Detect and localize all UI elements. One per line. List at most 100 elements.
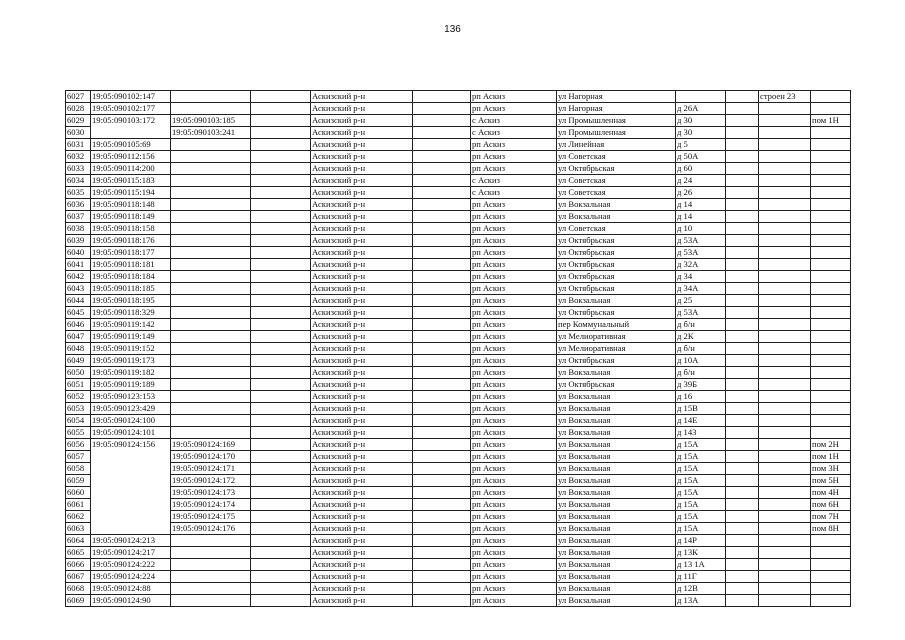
- region-cell: Аскизский р-н: [310, 258, 413, 271]
- empty-cell: [250, 426, 311, 439]
- settlement-cell: рп Аскиз: [470, 570, 557, 583]
- region-cell: Аскизский р-н: [310, 126, 413, 139]
- row-number-cell: 6039: [65, 234, 91, 247]
- settlement-cell: рп Аскиз: [470, 198, 557, 211]
- related-cadastral-number-cell: [170, 258, 251, 271]
- related-cadastral-number-cell: [170, 198, 251, 211]
- empty-cell: [250, 558, 311, 571]
- row-number-cell: 6062: [65, 510, 91, 523]
- region-cell: Аскизский р-н: [310, 294, 413, 307]
- cadastral-number-cell: 19:05:090102:147: [90, 90, 171, 103]
- building-cell: [758, 318, 811, 331]
- row-number-cell: 6043: [65, 282, 91, 295]
- related-cadastral-number-cell: [170, 342, 251, 355]
- building-cell: [758, 510, 811, 523]
- related-cadastral-number-cell: [170, 246, 251, 259]
- building-cell: [758, 138, 811, 151]
- row-number-cell: 6044: [65, 294, 91, 307]
- related-cadastral-number-cell: [170, 426, 251, 439]
- room-cell: [810, 234, 851, 247]
- empty-cell: [725, 522, 759, 535]
- room-cell: [810, 258, 851, 271]
- empty-cell: [250, 294, 311, 307]
- row-number-cell: 6067: [65, 570, 91, 583]
- empty-cell: [412, 90, 471, 103]
- related-cadastral-number-cell: [170, 138, 251, 151]
- house-cell: д б/н: [675, 342, 726, 355]
- empty-cell: [250, 270, 311, 283]
- related-cadastral-number-cell: [170, 594, 251, 607]
- street-cell: ул Промышленная: [556, 114, 676, 127]
- row-number-cell: 6027: [65, 90, 91, 103]
- row-number-cell: 6063: [65, 522, 91, 535]
- empty-cell: [725, 366, 759, 379]
- row-number-cell: 6038: [65, 222, 91, 235]
- cadastral-number-cell: 19:05:090119:142: [90, 318, 171, 331]
- cadastral-number-cell: 19:05:090118:158: [90, 222, 171, 235]
- property-table: 6027 19:05:090102:147 Аскизский р-н рп Аски…: [65, 90, 851, 607]
- empty-cell: [412, 546, 471, 559]
- settlement-cell: рп Аскиз: [470, 498, 557, 511]
- empty-cell: [725, 414, 759, 427]
- empty-cell: [412, 486, 471, 499]
- building-cell: [758, 162, 811, 175]
- house-cell: д 60: [675, 162, 726, 175]
- building-cell: [758, 174, 811, 187]
- room-cell: [810, 426, 851, 439]
- empty-cell: [725, 474, 759, 487]
- house-cell: д 30: [675, 126, 726, 139]
- house-cell: д 15А: [675, 438, 726, 451]
- related-cadastral-number-cell: [170, 294, 251, 307]
- related-cadastral-number-cell: [170, 402, 251, 415]
- empty-cell: [725, 198, 759, 211]
- cadastral-number-cell: 19:05:090124:213: [90, 534, 171, 547]
- house-cell: д б/н: [675, 318, 726, 331]
- settlement-cell: рп Аскиз: [470, 486, 557, 499]
- empty-cell: [250, 366, 311, 379]
- room-cell: пом 5Н: [810, 474, 851, 487]
- house-cell: д 10: [675, 222, 726, 235]
- empty-cell: [412, 246, 471, 259]
- empty-cell: [250, 306, 311, 319]
- building-cell: [758, 294, 811, 307]
- house-cell: д 53А: [675, 246, 726, 259]
- empty-cell: [725, 222, 759, 235]
- room-cell: [810, 186, 851, 199]
- building-cell: строен 23: [758, 90, 811, 103]
- related-cadastral-number-cell: [170, 90, 251, 103]
- row-number-cell: 6045: [65, 306, 91, 319]
- empty-cell: [250, 534, 311, 547]
- related-cadastral-number-cell: [170, 414, 251, 427]
- table-row: 6063 19:05:090124:176 Аскизский р-н рп Аски…: [65, 522, 851, 535]
- empty-cell: [412, 402, 471, 415]
- room-cell: пом 4Н: [810, 486, 851, 499]
- row-number-cell: 6069: [65, 594, 91, 607]
- region-cell: Аскизский р-н: [310, 210, 413, 223]
- region-cell: Аскизский р-н: [310, 486, 413, 499]
- building-cell: [758, 570, 811, 583]
- table-row: 6043 19:05:090118:185 Аскизский р-н рп Аски…: [65, 282, 851, 295]
- building-cell: [758, 474, 811, 487]
- settlement-cell: с Аскиз: [470, 126, 557, 139]
- room-cell: [810, 174, 851, 187]
- related-cadastral-number-cell: 19:05:090124:174: [170, 498, 251, 511]
- table-row: 6051 19:05:090119:189 Аскизский р-н рп Аски…: [65, 378, 851, 391]
- room-cell: [810, 594, 851, 607]
- house-cell: д 15А: [675, 450, 726, 463]
- related-cadastral-number-cell: [170, 174, 251, 187]
- house-cell: д 14: [675, 198, 726, 211]
- building-cell: [758, 534, 811, 547]
- related-cadastral-number-cell: [170, 570, 251, 583]
- empty-cell: [725, 318, 759, 331]
- cadastral-number-cell: 19:05:090118:329: [90, 306, 171, 319]
- empty-cell: [725, 546, 759, 559]
- empty-cell: [725, 582, 759, 595]
- room-cell: [810, 366, 851, 379]
- empty-cell: [250, 258, 311, 271]
- page-number: 136: [444, 24, 461, 35]
- empty-cell: [412, 378, 471, 391]
- empty-cell: [412, 426, 471, 439]
- settlement-cell: рп Аскиз: [470, 318, 557, 331]
- building-cell: [758, 210, 811, 223]
- room-cell: [810, 102, 851, 115]
